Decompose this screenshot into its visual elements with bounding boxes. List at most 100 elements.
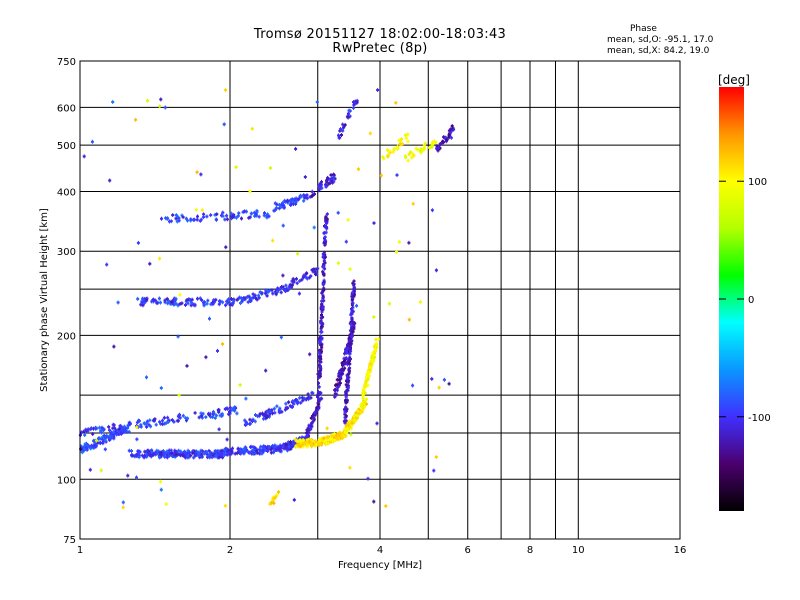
echo-point — [266, 446, 268, 451]
echo-point — [323, 286, 325, 291]
echo-point — [326, 217, 328, 222]
echo-point — [448, 133, 450, 137]
echo-point — [318, 354, 320, 359]
echo-point — [113, 423, 115, 428]
echo-point — [191, 300, 193, 305]
echo-point — [405, 133, 406, 138]
echo-point — [346, 426, 348, 431]
echo-point — [330, 173, 332, 177]
echo-point — [274, 201, 276, 206]
echo-point — [346, 407, 348, 412]
echo-point — [448, 128, 450, 133]
echo-point — [387, 154, 389, 159]
echo-point — [443, 377, 445, 382]
echo-point — [307, 426, 309, 431]
echo-point — [433, 139, 435, 144]
echo-point — [178, 393, 180, 398]
echo-point — [342, 122, 344, 127]
phase-info-x-mode: mean, sd,X: 84.2, 19.0 — [607, 46, 710, 56]
echo-point — [164, 105, 166, 110]
echo-point — [104, 438, 106, 443]
echo-point — [112, 426, 114, 431]
echo-point — [407, 132, 409, 137]
echo-point — [252, 417, 254, 422]
echo-point — [84, 444, 86, 449]
echo-point — [342, 125, 344, 130]
echo-point — [202, 449, 204, 454]
colorbar-tick-label: 100 — [748, 177, 767, 188]
echo-point — [300, 400, 302, 405]
echo-point — [344, 426, 346, 431]
echo-point — [249, 417, 251, 422]
echo-point — [306, 431, 308, 435]
echo-point — [195, 452, 197, 456]
echo-point — [304, 441, 306, 446]
echo-point — [195, 449, 197, 454]
echo-point — [175, 452, 177, 457]
echo-point — [372, 350, 374, 355]
echo-point — [435, 455, 437, 459]
echo-point — [367, 476, 369, 481]
echo-point — [166, 216, 168, 221]
echo-point — [358, 407, 360, 412]
echo-point — [448, 381, 450, 386]
echo-point — [109, 434, 111, 438]
echo-point — [256, 297, 258, 302]
echo-point — [324, 224, 326, 229]
echo-point — [288, 444, 290, 449]
echo-point — [290, 199, 292, 204]
echo-point — [167, 415, 169, 420]
echo-point — [167, 301, 169, 306]
echo-point — [431, 376, 433, 381]
echo-point — [314, 443, 316, 448]
echo-point — [241, 216, 242, 221]
echo-point — [216, 217, 217, 222]
echo-point — [137, 240, 139, 245]
echo-point — [321, 321, 323, 325]
echo-point — [284, 198, 286, 203]
echo-point — [318, 397, 320, 402]
echo-point — [349, 328, 351, 333]
echo-point — [205, 355, 207, 360]
echo-point — [158, 296, 160, 301]
echo-point — [225, 88, 227, 92]
echo-point — [212, 409, 214, 414]
echo-point — [208, 412, 210, 417]
echo-point — [319, 368, 321, 373]
echo-point — [319, 374, 321, 379]
echo-point — [169, 453, 170, 458]
echo-point — [210, 302, 212, 307]
echo-point — [344, 412, 346, 417]
echo-point — [334, 176, 336, 181]
echo-point — [123, 424, 125, 429]
echo-point — [345, 418, 347, 423]
echo-point — [320, 343, 322, 348]
echo-point — [93, 426, 94, 431]
echo-point — [330, 437, 331, 442]
echo-point — [336, 382, 338, 387]
echo-point — [341, 433, 343, 438]
echo-point — [345, 400, 347, 405]
echo-point — [193, 455, 195, 460]
echo-point — [398, 138, 400, 143]
echo-point — [202, 411, 204, 416]
echo-point — [146, 424, 148, 429]
echo-point — [236, 451, 238, 456]
echo-point — [169, 219, 170, 224]
echo-point — [287, 200, 289, 205]
echo-point — [225, 303, 227, 308]
echo-point — [146, 298, 148, 303]
echo-point — [187, 301, 189, 306]
echo-point — [372, 360, 374, 364]
echo-point — [89, 445, 91, 450]
echo-point — [187, 218, 188, 223]
echo-point — [290, 284, 292, 289]
echo-point — [117, 428, 119, 433]
echo-points — [78, 88, 456, 510]
echo-point — [338, 432, 340, 437]
echo-point — [137, 296, 139, 301]
echo-point — [309, 352, 311, 357]
y-tick-label: 200 — [57, 331, 76, 342]
echo-point — [310, 423, 312, 428]
echo-point — [135, 117, 137, 122]
